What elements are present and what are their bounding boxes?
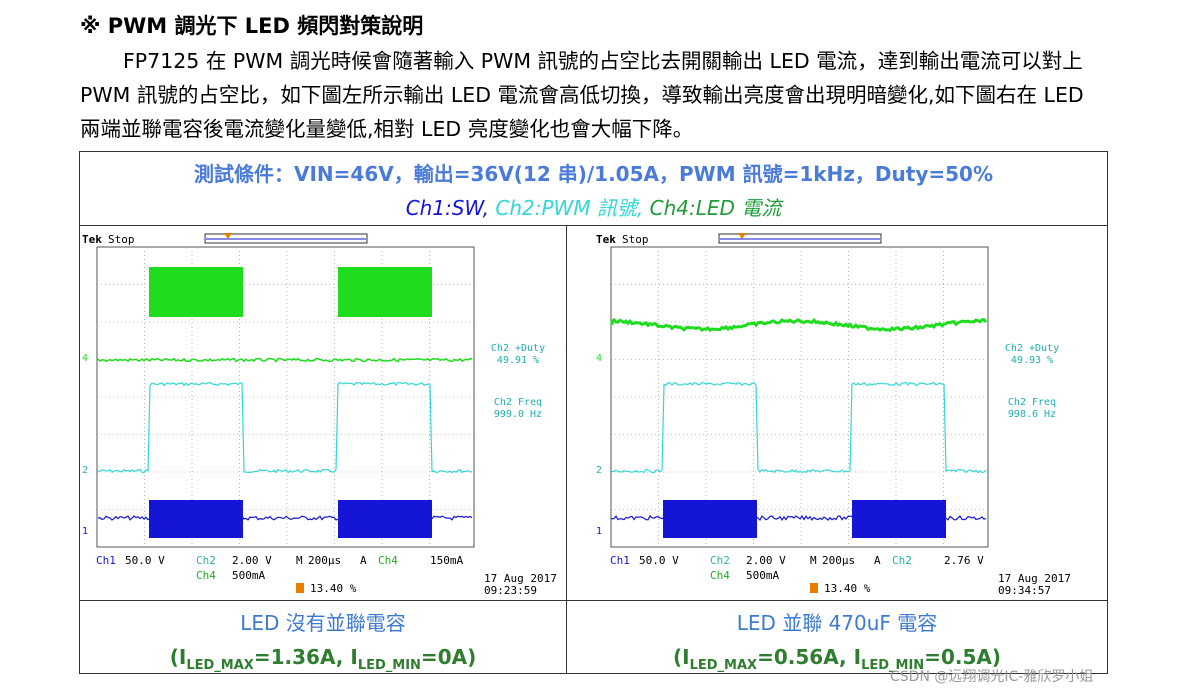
scope-status: Stop bbox=[622, 233, 649, 246]
timebase-label: M bbox=[810, 554, 817, 567]
scope-date: 17 Aug 2017 bbox=[484, 572, 557, 585]
timebase-label: M bbox=[296, 554, 303, 567]
ch4-label: Ch4 bbox=[196, 569, 216, 582]
imax-left: 1.36A bbox=[270, 645, 336, 669]
ch4-led-current-trace bbox=[97, 357, 473, 363]
ch4-label: Ch4 bbox=[710, 569, 730, 582]
meas-duty-label: Ch2 +Duty bbox=[1005, 343, 1059, 354]
trigger-mode: A bbox=[360, 554, 367, 567]
ch1-switching-burst bbox=[663, 500, 757, 538]
timebase: 200µs bbox=[308, 554, 341, 567]
test-condition: 測試條件：VIN=46V，輸出=36V(12 串)/1.05A，PWM 訊號=1… bbox=[193, 162, 993, 186]
trigger-position-icon bbox=[224, 233, 232, 239]
watermark: CSDN @远翔调光IC-雅欣罗小姐 bbox=[890, 669, 1094, 685]
meas-freq-value: 999.0 Hz bbox=[494, 409, 542, 420]
ch4-current-pulse bbox=[149, 267, 243, 317]
ch2-pwm-trace bbox=[611, 381, 987, 474]
meas-freq-label: Ch2 Freq bbox=[1008, 397, 1056, 408]
ch2-ground-marker: 2 bbox=[82, 465, 88, 476]
scope-brand: Tek bbox=[82, 233, 102, 246]
oscilloscope-left: Tek Stop bbox=[80, 230, 565, 600]
scope-screen: Tek Stop bbox=[82, 233, 557, 597]
ch4-scale: 500mA bbox=[746, 569, 779, 582]
table-divider bbox=[566, 225, 567, 673]
caption-left-current: (ILED_MAX=1.36A, ILED_MIN=0A) bbox=[169, 645, 477, 673]
ch4-led-current-trace bbox=[610, 317, 988, 333]
ch2-ground-marker: 2 bbox=[596, 465, 602, 476]
legend-ch4: Ch4:LED 電流 bbox=[649, 196, 782, 220]
trigger-pos-icon bbox=[296, 583, 304, 593]
ch4-current-pulse bbox=[338, 267, 432, 317]
scope-time: 09:34:57 bbox=[998, 584, 1051, 597]
legend-ch1: Ch1:SW, bbox=[405, 196, 490, 220]
ch1-label: Ch1 bbox=[610, 554, 630, 567]
caption-left-title: LED 沒有並聯電容 bbox=[240, 611, 406, 635]
caption-right-title: LED 並聯 470uF 電容 bbox=[736, 611, 938, 635]
scope-status: Stop bbox=[108, 233, 135, 246]
trigger-mode: A bbox=[874, 554, 881, 567]
trigger-pos: 13.40 % bbox=[824, 582, 871, 595]
paragraph-text: FP7125 在 PWM 調光時候會隨著輸入 PWM 訊號的占空比去開關輸出 L… bbox=[80, 49, 1084, 141]
oscilloscope-right: Tek Stop bbox=[594, 230, 1079, 600]
caption-right-current: (ILED_MAX=0.56A, ILED_MIN=0.5A) bbox=[673, 645, 1001, 673]
document-heading: ※ PWM 調光下 LED 頻閃對策說明 bbox=[80, 14, 424, 38]
ch1-scale: 50.0 V bbox=[639, 554, 679, 567]
meas-duty-value: 49.91 % bbox=[497, 355, 539, 366]
scope-date: 17 Aug 2017 bbox=[998, 572, 1071, 585]
ch1-switching-burst bbox=[852, 500, 946, 538]
ch1-switching-burst bbox=[338, 500, 432, 538]
meas-freq-label: Ch2 Freq bbox=[494, 397, 542, 408]
trigger-level: 150mA bbox=[430, 554, 463, 567]
ch2-scale: 2.00 V bbox=[232, 554, 272, 567]
scope-screen: Tek Stop bbox=[596, 233, 1071, 597]
ch1-scale: 50.0 V bbox=[125, 554, 165, 567]
ch4-ground-marker: 4 bbox=[82, 353, 88, 364]
trigger-source: Ch4 bbox=[378, 554, 398, 567]
imax-right: 0.56A bbox=[773, 645, 840, 669]
imin-right: 0.5A bbox=[940, 645, 992, 669]
test-figure-table: 測試條件：VIN=46V，輸出=36V(12 串)/1.05A，PWM 訊號=1… bbox=[79, 151, 1108, 674]
ch2-pwm-trace bbox=[97, 381, 472, 474]
table-divider bbox=[80, 225, 1107, 226]
meas-freq-value: 998.6 Hz bbox=[1008, 409, 1056, 420]
ch1-label: Ch1 bbox=[96, 554, 116, 567]
channel-legend: Ch1:SW, Ch2:PWM 訊號, Ch4:LED 電流 bbox=[80, 192, 1107, 221]
ch2-label: Ch2 bbox=[710, 554, 730, 567]
description-paragraph: FP7125 在 PWM 調光時候會隨著輸入 PWM 訊號的占空比去開關輸出 L… bbox=[80, 44, 1110, 146]
ch2-label: Ch2 bbox=[196, 554, 216, 567]
ch2-scale: 2.00 V bbox=[746, 554, 786, 567]
legend-ch2: Ch2:PWM 訊號, bbox=[495, 196, 644, 220]
ch4-ground-marker: 4 bbox=[596, 353, 602, 364]
trigger-source: Ch2 bbox=[892, 554, 912, 567]
trigger-level: 2.76 V bbox=[944, 554, 984, 567]
meas-duty-label: Ch2 +Duty bbox=[491, 343, 545, 354]
table-divider bbox=[80, 600, 1107, 601]
trigger-position-icon bbox=[738, 233, 746, 239]
imin-left: 0A bbox=[437, 645, 468, 669]
trigger-pos-icon bbox=[810, 583, 818, 593]
trigger-pos: 13.40 % bbox=[310, 582, 357, 595]
ch1-switching-burst bbox=[149, 500, 243, 538]
ch1-ground-marker: 1 bbox=[596, 526, 602, 537]
timebase: 200µs bbox=[822, 554, 855, 567]
scope-time: 09:23:59 bbox=[484, 584, 537, 597]
ch4-scale: 500mA bbox=[232, 569, 265, 582]
scope-brand: Tek bbox=[596, 233, 616, 246]
meas-duty-value: 49.93 % bbox=[1011, 355, 1053, 366]
ch1-ground-marker: 1 bbox=[82, 526, 88, 537]
